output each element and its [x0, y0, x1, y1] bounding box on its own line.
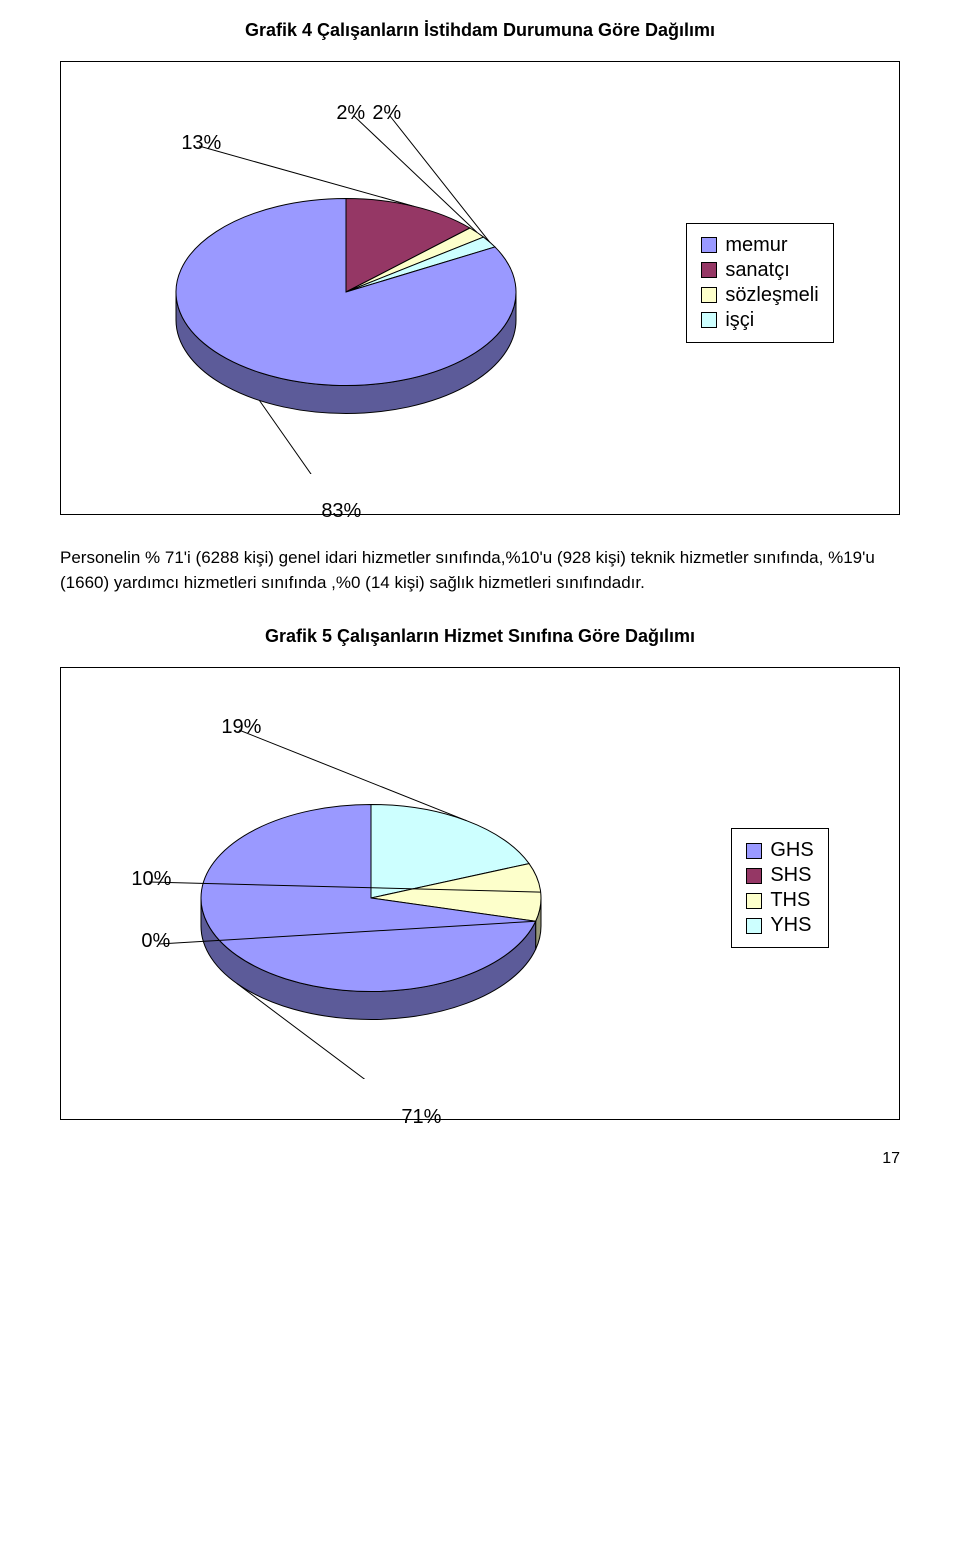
legend-swatch [746, 918, 762, 934]
legend-label: THS [770, 889, 810, 912]
legend-item: GHS [746, 839, 813, 862]
legend-swatch [746, 868, 762, 884]
chart1-pie: 13%2%2%83% [126, 92, 626, 474]
chart1-legend: memursanatçısözleşmeliişçi [686, 223, 833, 343]
page: Grafik 4 Çalışanların İstihdam Durumuna … [0, 0, 960, 1198]
legend-label: sözleşmeli [725, 284, 818, 307]
chart2-title: Grafik 5 Çalışanların Hizmet Sınıfına Gö… [60, 626, 900, 647]
legend-swatch [701, 262, 717, 278]
page-number: 17 [60, 1150, 900, 1168]
pct-label: 83% [321, 500, 361, 523]
chart2-legend: GHSSHSTHSYHS [731, 828, 828, 948]
chart1-box: 13%2%2%83% memursanatçısözleşmeliişçi [60, 61, 900, 515]
pct-label: 0% [141, 930, 170, 953]
pct-label: 13% [181, 132, 221, 155]
legend-label: memur [725, 234, 787, 257]
legend-swatch [701, 237, 717, 253]
pct-label: 71% [401, 1106, 441, 1129]
legend-label: sanatçı [725, 259, 789, 282]
legend-swatch [701, 312, 717, 328]
legend-item: memur [701, 234, 818, 257]
chart1-title: Grafik 4 Çalışanların İstihdam Durumuna … [60, 20, 900, 41]
legend-swatch [746, 843, 762, 859]
legend-item: sözleşmeli [701, 284, 818, 307]
pct-label: 19% [221, 716, 261, 739]
legend-item: YHS [746, 914, 813, 937]
chart2-box: 19%10%0%71% GHSSHSTHSYHS [60, 667, 900, 1121]
pct-label: 2% [372, 102, 401, 125]
legend-label: işçi [725, 309, 754, 332]
legend-item: sanatçı [701, 259, 818, 282]
legend-swatch [746, 893, 762, 909]
legend-label: GHS [770, 839, 813, 862]
pct-label: 10% [131, 868, 171, 891]
pct-label: 2% [336, 102, 365, 125]
legend-label: YHS [770, 914, 811, 937]
legend-item: işçi [701, 309, 818, 332]
legend-item: THS [746, 889, 813, 912]
legend-swatch [701, 287, 717, 303]
legend-item: SHS [746, 864, 813, 887]
legend-label: SHS [770, 864, 811, 887]
chart2-pie: 19%10%0%71% [131, 698, 671, 1080]
body-paragraph: Personelin % 71'i (6288 kişi) genel idar… [60, 545, 900, 596]
